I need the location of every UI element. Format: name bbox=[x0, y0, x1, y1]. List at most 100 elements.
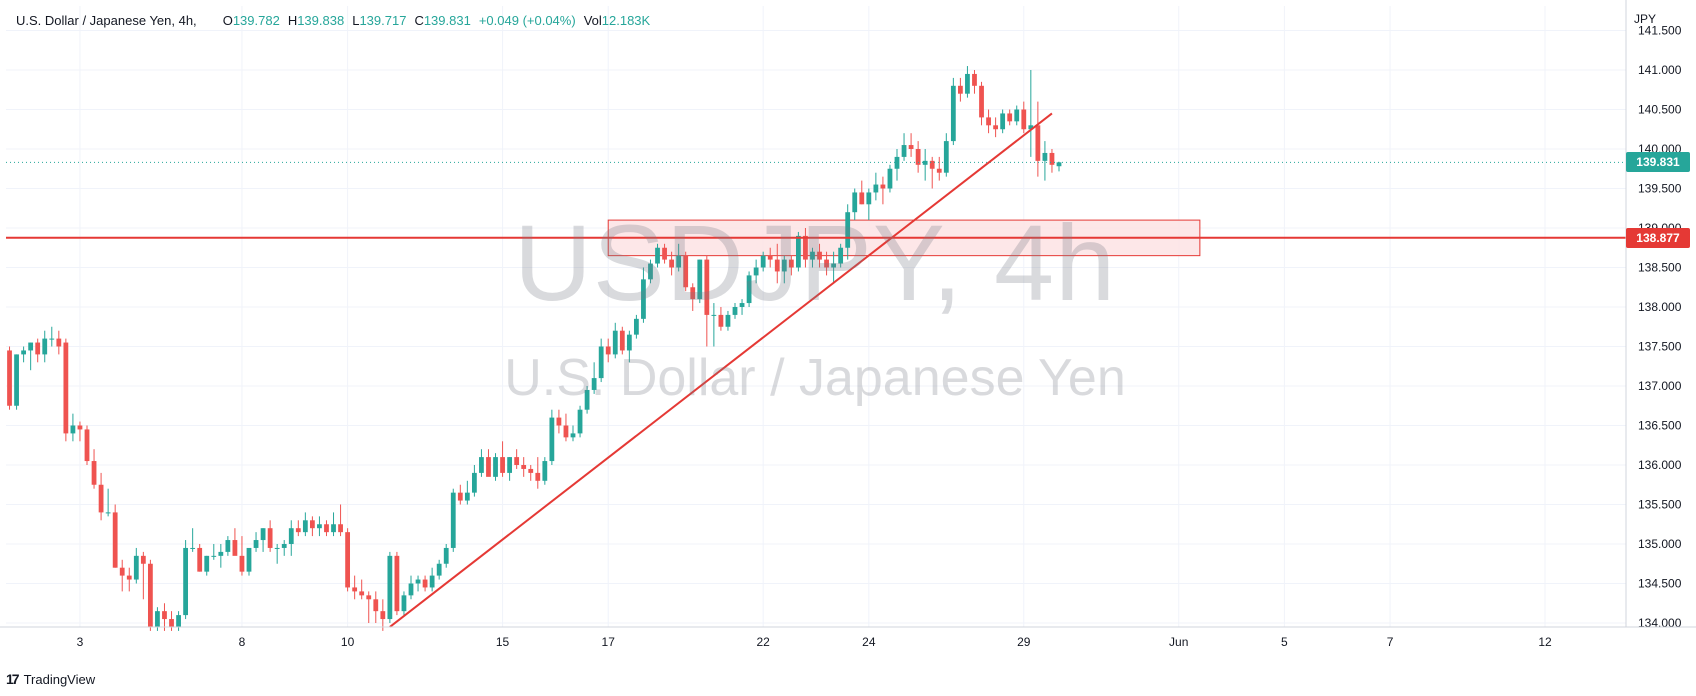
currency-label[interactable]: JPY bbox=[1634, 12, 1657, 26]
candle-body bbox=[690, 287, 696, 300]
y-tick-label: 138.000 bbox=[1638, 300, 1682, 314]
brand-name: TradingView bbox=[23, 671, 96, 687]
drawings[interactable] bbox=[6, 112, 1626, 628]
candle-body bbox=[648, 263, 653, 280]
x-tick-label: 22 bbox=[756, 635, 770, 649]
high-key: H bbox=[287, 13, 298, 28]
y-tick-label: 134.000 bbox=[1638, 616, 1682, 630]
candle-body bbox=[957, 85, 963, 94]
candle-body bbox=[718, 314, 724, 327]
candle-body bbox=[352, 587, 358, 592]
candle-body bbox=[239, 555, 245, 572]
candle-body bbox=[429, 575, 435, 588]
x-tick-label: 29 bbox=[1017, 635, 1031, 649]
candle-body bbox=[225, 540, 231, 552]
candle-body bbox=[795, 235, 801, 268]
horizontal-line-price-label: 138.877 bbox=[1626, 227, 1690, 248]
x-tick-label: 3 bbox=[77, 635, 84, 649]
candle-body bbox=[450, 492, 456, 548]
y-tick-label: 134.500 bbox=[1638, 577, 1682, 591]
candle-body bbox=[1049, 152, 1055, 165]
candle-body bbox=[274, 547, 280, 549]
candle-body bbox=[232, 540, 238, 556]
watermark-ticker: USDJPY, 4h bbox=[513, 202, 1117, 323]
candle-body bbox=[211, 555, 217, 557]
candle-body bbox=[950, 85, 956, 142]
candle-body bbox=[380, 611, 386, 620]
candle-body bbox=[1021, 109, 1027, 130]
candle-body bbox=[35, 342, 41, 355]
candle-body bbox=[288, 528, 294, 544]
candle-body bbox=[831, 263, 837, 268]
candle-body bbox=[901, 145, 907, 157]
candle-body bbox=[746, 275, 752, 304]
close-value: 139.831 bbox=[423, 13, 471, 28]
candle-body bbox=[21, 350, 27, 355]
current-price-label: 139.831 bbox=[1626, 152, 1690, 173]
candle-body bbox=[443, 547, 449, 564]
candle-body bbox=[42, 338, 48, 355]
candle-body bbox=[542, 461, 548, 481]
candle-body bbox=[359, 591, 365, 596]
y-tick-label: 137.000 bbox=[1638, 379, 1682, 393]
candle-body bbox=[331, 524, 336, 533]
symbol-title[interactable]: U.S. Dollar / Japanese Yen, 4h, bbox=[16, 13, 197, 28]
candle-body bbox=[655, 247, 660, 264]
candle-body bbox=[929, 160, 935, 169]
candle-body bbox=[697, 259, 703, 300]
candle-body bbox=[28, 342, 34, 351]
symbol-legend: U.S. Dollar / Japanese Yen, 4h, O 139.78… bbox=[16, 13, 658, 28]
low-key: L bbox=[352, 13, 360, 28]
candle-body bbox=[1056, 162, 1062, 167]
candle-body bbox=[169, 619, 174, 627]
candle-body bbox=[817, 251, 822, 260]
candle-body bbox=[760, 255, 766, 268]
candle-body bbox=[725, 314, 731, 327]
candle-body bbox=[739, 303, 745, 307]
candle-body bbox=[457, 492, 463, 501]
candle-body bbox=[810, 251, 815, 260]
candle-body bbox=[662, 247, 667, 260]
candle-body bbox=[479, 457, 484, 473]
candle-body bbox=[732, 307, 738, 315]
candle-body bbox=[972, 73, 977, 86]
candle-body bbox=[112, 512, 118, 568]
grid-lines bbox=[6, 6, 1626, 627]
candle-body bbox=[77, 425, 83, 430]
candle-body bbox=[880, 184, 886, 189]
candle-body bbox=[140, 555, 146, 564]
tradingview-logo[interactable]: 17 TradingView bbox=[6, 671, 95, 687]
candle-body bbox=[7, 350, 12, 406]
candle-body bbox=[408, 583, 414, 596]
candle-body bbox=[415, 579, 421, 584]
candle-body bbox=[549, 417, 555, 462]
candle-body bbox=[176, 615, 181, 627]
candle-body bbox=[641, 279, 646, 319]
x-tick-label: Jun bbox=[1169, 635, 1188, 649]
change-value: +0.049 (+0.04%) bbox=[478, 13, 576, 28]
x-tick-label: 10 bbox=[341, 635, 355, 649]
candle-body bbox=[338, 524, 343, 533]
candle-body bbox=[873, 184, 879, 193]
candle-body bbox=[887, 168, 893, 189]
candle-body bbox=[218, 551, 224, 556]
candle-body bbox=[49, 338, 55, 340]
candle-body bbox=[401, 595, 407, 612]
candle-body bbox=[633, 318, 639, 335]
candle-body bbox=[838, 247, 844, 264]
candle-body bbox=[253, 540, 259, 548]
candle-body bbox=[965, 73, 970, 94]
candle-body bbox=[774, 259, 780, 272]
candle-body bbox=[295, 528, 301, 533]
candles bbox=[7, 66, 1062, 631]
volume-key: Vol bbox=[583, 13, 602, 28]
candle-body bbox=[986, 117, 991, 126]
y-tick-label: 136.000 bbox=[1638, 458, 1682, 472]
candle-body bbox=[915, 149, 921, 165]
y-tick-label: 139.500 bbox=[1638, 182, 1682, 196]
x-tick-label: 12 bbox=[1538, 635, 1552, 649]
candle-body bbox=[105, 512, 111, 514]
candle-body bbox=[14, 354, 19, 406]
candle-body bbox=[471, 472, 477, 493]
